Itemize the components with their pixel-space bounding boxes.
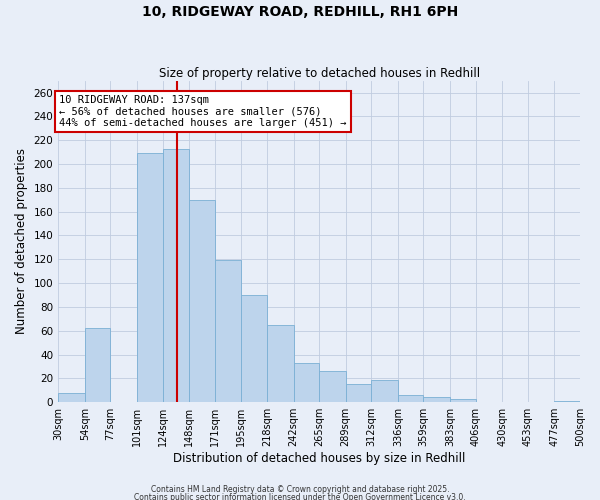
Text: Contains public sector information licensed under the Open Government Licence v3: Contains public sector information licen… [134,492,466,500]
Bar [163,148,189,402]
Bar [346,384,371,402]
Bar [293,363,319,402]
X-axis label: Distribution of detached houses by size in Redhill: Distribution of detached houses by size … [173,452,465,465]
Y-axis label: Number of detached properties: Number of detached properties [15,148,28,334]
Bar [424,398,450,402]
Bar [267,325,293,402]
Bar [137,154,163,402]
Bar [215,260,241,402]
Text: 10, RIDGEWAY ROAD, REDHILL, RH1 6PH: 10, RIDGEWAY ROAD, REDHILL, RH1 6PH [142,5,458,19]
Bar [371,380,398,402]
Text: 10 RIDGEWAY ROAD: 137sqm
← 56% of detached houses are smaller (576)
44% of semi-: 10 RIDGEWAY ROAD: 137sqm ← 56% of detach… [59,95,347,128]
Bar [554,401,580,402]
Bar [241,295,267,402]
Bar [58,392,85,402]
Text: Contains HM Land Registry data © Crown copyright and database right 2025.: Contains HM Land Registry data © Crown c… [151,486,449,494]
Bar [189,200,215,402]
Title: Size of property relative to detached houses in Redhill: Size of property relative to detached ho… [158,66,479,80]
Bar [398,395,424,402]
Bar [319,371,346,402]
Bar [85,328,110,402]
Bar [450,398,476,402]
